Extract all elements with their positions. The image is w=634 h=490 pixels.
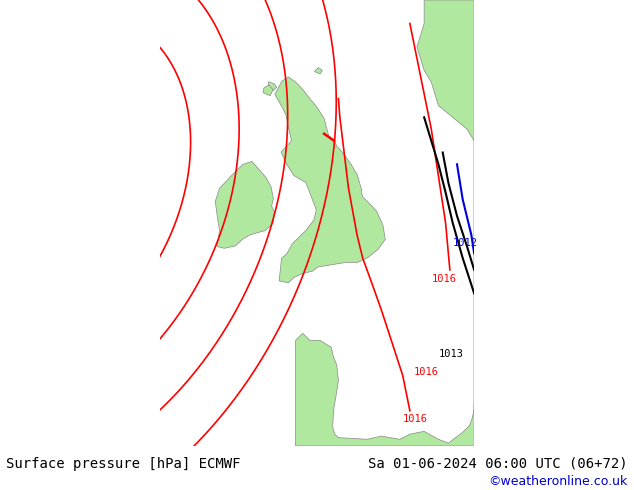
Polygon shape — [275, 77, 385, 283]
Polygon shape — [216, 162, 275, 248]
Text: 1016: 1016 — [403, 415, 428, 424]
Text: 1016: 1016 — [431, 273, 456, 284]
Text: Surface pressure [hPa] ECMWF: Surface pressure [hPa] ECMWF — [6, 457, 241, 470]
Polygon shape — [295, 0, 474, 446]
Polygon shape — [268, 82, 276, 91]
Polygon shape — [314, 68, 323, 74]
Text: ©weatheronline.co.uk: ©weatheronline.co.uk — [488, 475, 628, 488]
Text: 1013: 1013 — [439, 349, 463, 359]
Text: Sa 01-06-2024 06:00 UTC (06+72): Sa 01-06-2024 06:00 UTC (06+72) — [368, 457, 628, 470]
Polygon shape — [263, 85, 273, 96]
Text: 1016: 1016 — [414, 368, 439, 377]
Text: 1012: 1012 — [453, 239, 478, 248]
